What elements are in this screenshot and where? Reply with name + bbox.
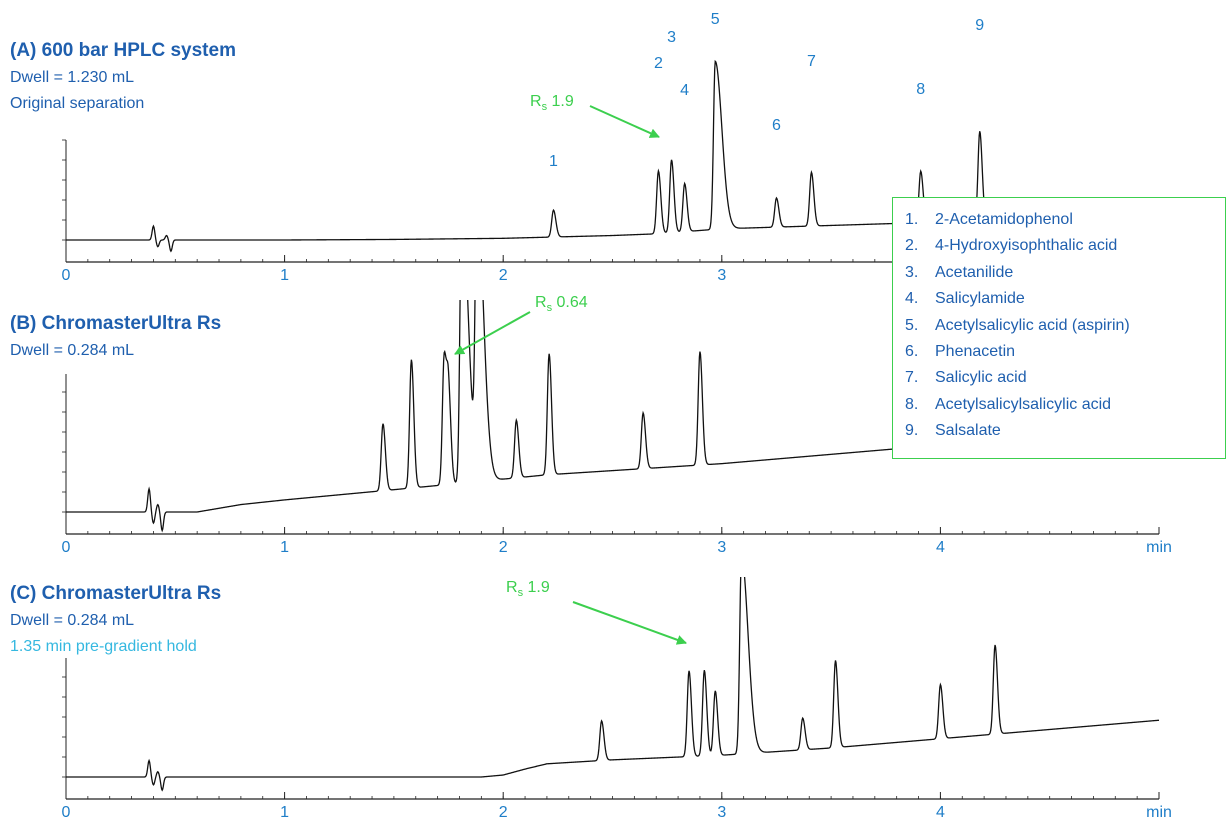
peak-label: 5 — [711, 11, 720, 28]
panel-b-dwell: Dwell = 0.284 mL — [10, 342, 135, 359]
x-tick-label: 2 — [499, 539, 508, 556]
chromatogram-panel-c: 0 1 2 3 4 min Rs 1.9 — [62, 577, 1172, 821]
x-tick-label: 1 — [280, 539, 289, 556]
legend-item: 6. Phenacetin — [905, 343, 1016, 361]
legend-item: 3. Acetanilide — [905, 263, 1014, 281]
resolution-arrow — [572, 601, 687, 645]
x-tick-label: 2 — [499, 804, 508, 821]
x-tick-label: 0 — [62, 804, 71, 821]
x-tick-label: 0 — [62, 539, 71, 556]
resolution-arrow — [589, 105, 660, 138]
x-axis-label: min — [1146, 804, 1172, 821]
peak-label: 1 — [549, 153, 558, 170]
legend-item: 7. Salicylic acid — [905, 369, 1027, 387]
legend-item: 8. Acetylsalicylsalicylic acid — [905, 395, 1112, 413]
resolution-annotation: Rs 0.64 — [535, 294, 588, 314]
x-tick-label: 4 — [936, 539, 945, 556]
resolution-arrow — [454, 311, 531, 355]
resolution-annotation: Rs 1.9 — [530, 93, 574, 113]
x-tick-label: 3 — [717, 539, 726, 556]
x-tick-label: 3 — [717, 804, 726, 821]
panel-b-title: (B) ChromasterUltra Rs — [10, 313, 222, 334]
peak-label: 2 — [654, 55, 663, 72]
legend-item: 2. 4-Hydroxyisophthalic acid — [905, 237, 1118, 255]
peak-label: 4 — [680, 82, 689, 99]
panel-a-note: Original separation — [10, 95, 145, 112]
x-tick-label: 1 — [280, 804, 289, 821]
resolution-annotation: Rs 1.9 — [506, 579, 550, 599]
x-tick-label: 3 — [717, 267, 726, 284]
compound-legend: 1. 2-Acetamidophenol 2. 4-Hydroxyisophthal… — [892, 197, 1226, 459]
panel-c-note: 1.35 min pre-gradient hold — [10, 638, 197, 655]
peak-label: 8 — [916, 81, 925, 98]
panel-c-dwell: Dwell = 0.284 mL — [10, 612, 135, 629]
peak-label: 3 — [667, 29, 676, 46]
panel-a-dwell: Dwell = 1.230 mL — [10, 69, 135, 86]
peak-label: 9 — [975, 17, 984, 34]
x-axis-label: min — [1146, 539, 1172, 556]
legend-item: 4. Salicylamide — [905, 290, 1025, 308]
legend-item: 9. Salsalate — [905, 422, 1001, 440]
x-tick-label: 4 — [936, 804, 945, 821]
panel-c-title: (C) ChromasterUltra Rs — [10, 583, 222, 604]
peak-label: 7 — [807, 53, 816, 70]
x-tick-label: 1 — [280, 267, 289, 284]
peak-label: 6 — [772, 117, 781, 134]
x-tick-label: 0 — [62, 267, 71, 284]
chromatogram-trace — [66, 577, 1160, 792]
panel-a-title: (A) 600 bar HPLC system — [10, 40, 236, 61]
legend-item: 1. 2-Acetamidophenol — [905, 211, 1073, 228]
legend-item: 5. Acetylsalicylic acid (aspirin) — [905, 316, 1130, 334]
x-tick-label: 2 — [499, 267, 508, 284]
